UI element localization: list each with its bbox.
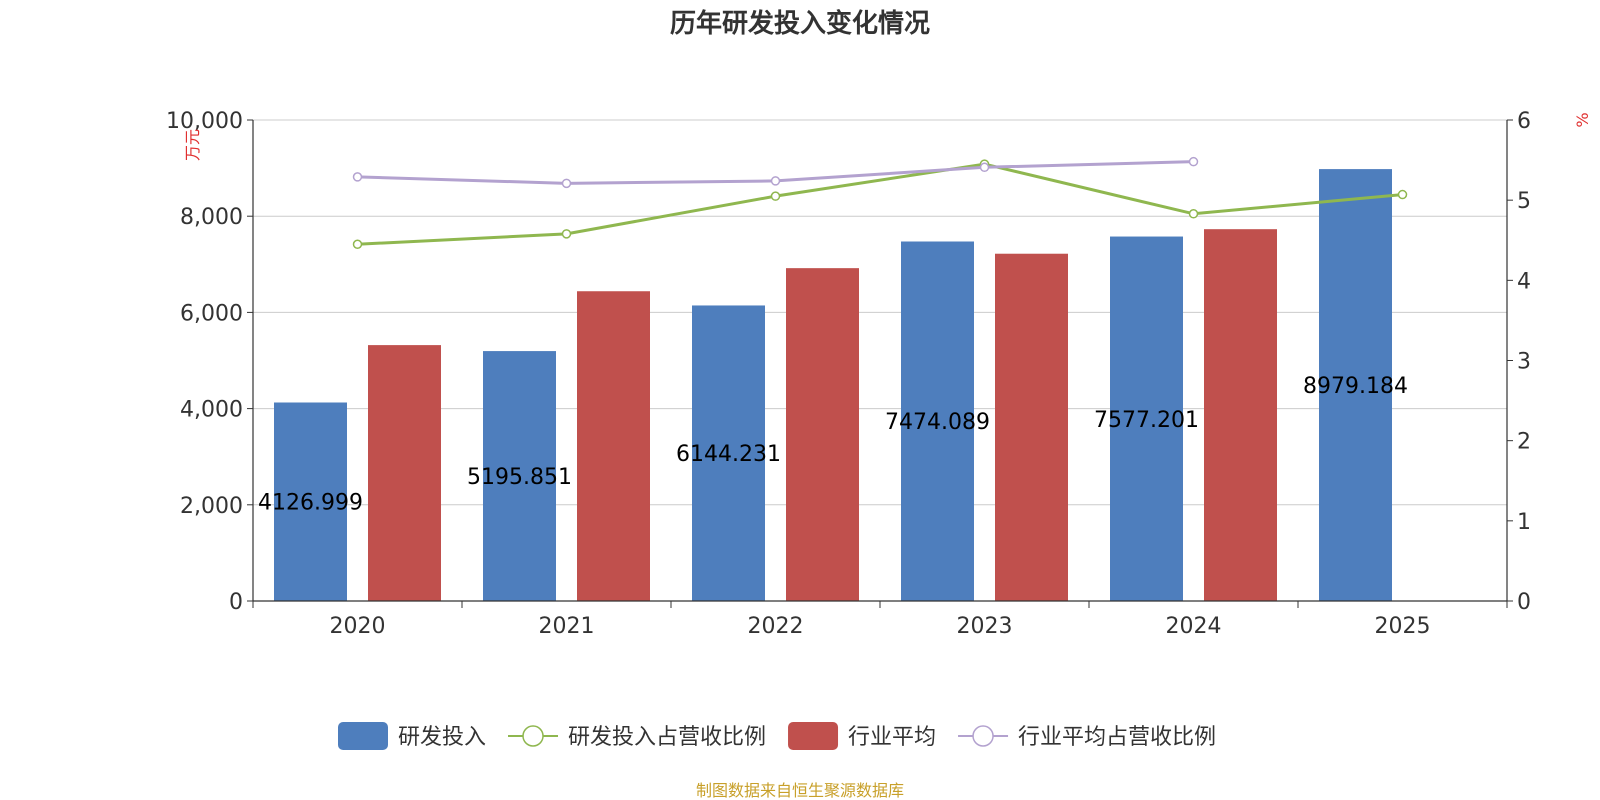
left-axis-tick-label: 8,000: [180, 205, 243, 230]
line-point: [979, 162, 990, 173]
line-point: [1397, 189, 1408, 200]
line-rd-ratio: [357, 162, 1403, 246]
bar-industry-avg: [786, 268, 859, 601]
left-axis-tick-label: 4,000: [180, 398, 243, 423]
bar-industry-avg: [1204, 229, 1277, 601]
bar-industry-avg: [368, 345, 441, 601]
legend-swatch-bar: [788, 722, 839, 750]
x-axis-tick-label: 2021: [539, 614, 595, 639]
left-axis-tick-label: 2,000: [180, 494, 243, 519]
legend-swatch-marker: [522, 725, 544, 747]
right-axis-tick-label: 0: [1517, 590, 1531, 615]
bar-data-label: 5195.851: [467, 465, 572, 490]
line-point: [352, 172, 363, 182]
bar-data-label: 7474.089: [885, 410, 990, 435]
bar-data-label: 7577.201: [1094, 408, 1199, 433]
bar-rd-investment: [274, 402, 347, 601]
line-point: [561, 178, 572, 189]
left-axis-tick-label: 10,000: [166, 109, 243, 134]
legend: 研发投入 研发投入占营收比例 行业平均 行业平均占营收比例: [338, 722, 1216, 750]
line-point: [561, 229, 572, 239]
right-axis-unit: %: [1573, 112, 1592, 127]
axes: 0 2,000 4,000 6,000 8,000 10,000 0 1 2 3 4 5 6 2020 20…: [166, 109, 1531, 639]
bar-data-label: 8979.184: [1303, 374, 1408, 399]
bar-data-label: 6144.231: [676, 442, 781, 467]
bar-marks: [274, 169, 1392, 602]
right-axis-tick-label: 3: [1517, 350, 1531, 375]
line-point: [770, 176, 781, 186]
source-note: 制图数据来自恒生聚源数据库: [696, 781, 904, 800]
line-marks: [352, 156, 1408, 250]
legend-swatch-bar: [338, 722, 388, 750]
line-point: [1188, 156, 1199, 167]
line-point: [1188, 209, 1199, 219]
bar-rd-investment: [901, 241, 974, 601]
bar-industry-avg: [995, 253, 1068, 601]
bar-data-label: 4126.999: [258, 491, 363, 516]
right-axis-tick-label: 6: [1517, 109, 1531, 134]
legend-swatch-marker: [972, 725, 994, 747]
left-axis-tick-label: 0: [229, 590, 243, 615]
x-axis-tick-label: 2020: [330, 614, 386, 639]
gridlines: [253, 119, 1507, 506]
bar-rd-investment: [692, 305, 765, 601]
bar-rd-investment: [483, 351, 556, 601]
right-axis-tick-label: 5: [1517, 189, 1531, 214]
bar-rd-investment: [1319, 169, 1392, 601]
left-axis-tick-label: 6,000: [180, 301, 243, 326]
x-axis-tick-label: 2025: [1375, 614, 1431, 639]
right-axis-tick-label: 4: [1517, 269, 1531, 294]
left-axis-unit: 万元: [183, 129, 202, 161]
x-axis-tick-label: 2024: [1166, 614, 1222, 639]
bar-data-labels: 4126.999 5195.851 6144.231 7474.089 7577.201…: [258, 374, 1408, 516]
bar-rd-investment: [1110, 236, 1183, 602]
chart-title: 历年研发投入变化情况: [670, 8, 930, 39]
line-point: [770, 191, 781, 201]
legend-label: 研发投入: [398, 725, 486, 750]
right-axis-tick-label: 1: [1517, 510, 1531, 535]
x-axis-tick-label: 2023: [957, 614, 1013, 639]
right-axis-tick-label: 2: [1517, 430, 1531, 455]
line-point: [352, 239, 363, 250]
legend-label: 行业平均: [848, 725, 936, 750]
x-axis-tick-label: 2022: [748, 614, 804, 639]
bar-industry-avg: [577, 291, 650, 601]
legend-label: 研发投入占营收比例: [568, 725, 766, 750]
legend-label: 行业平均占营收比例: [1018, 725, 1216, 750]
